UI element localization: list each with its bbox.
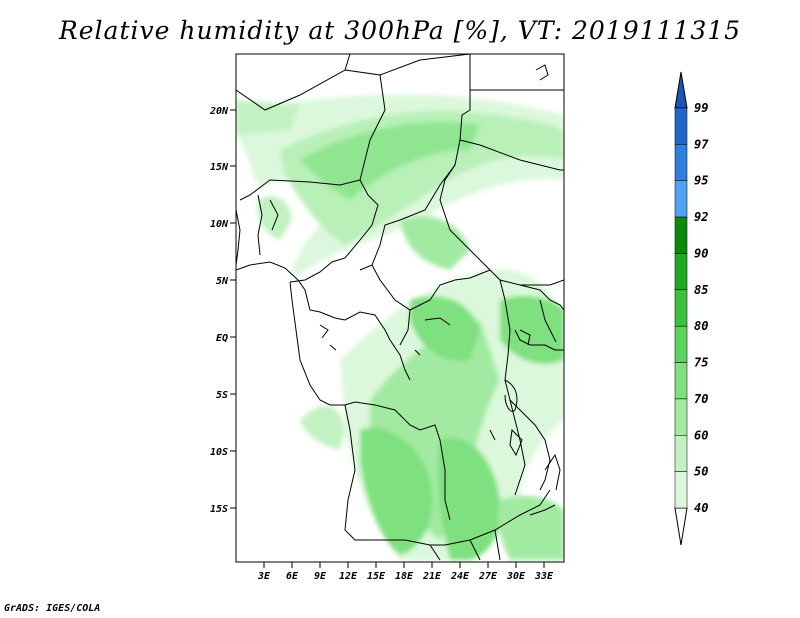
colorbar-bottom-arrow [674, 507, 688, 546]
colorbar-label: 80 [694, 319, 708, 333]
colorbar-label: 97 [694, 137, 709, 151]
lat-label: 5N [216, 276, 229, 287]
colorbar-swatch [674, 362, 688, 400]
lon-label: 3E [257, 571, 271, 582]
colorbar-swatch [674, 216, 688, 254]
colorbar-swatch [674, 435, 688, 472]
colorbar-label: 60 [694, 428, 708, 442]
latitude-axis: 20N 15N 10N 5N EQ 5S 10S 15S [209, 106, 236, 515]
lon-label: 18E [395, 571, 414, 582]
humidity-field [236, 94, 564, 560]
map-borders [236, 54, 564, 561]
colorbar-label: 90 [694, 246, 708, 260]
colorbar-label: 85 [694, 283, 708, 297]
colorbar-swatch [674, 107, 688, 145]
colorbar-swatch [674, 144, 688, 181]
colorbar-label: 40 [694, 501, 708, 515]
lon-label: 27E [478, 571, 498, 582]
lon-label: 15E [367, 571, 386, 582]
map-frame [235, 53, 565, 563]
lon-label: 21E [422, 571, 442, 582]
lon-label: 24E [450, 571, 470, 582]
border-segment [236, 54, 351, 111]
lon-label: 9E [314, 571, 327, 582]
colorbar: 99 97 95 92 90 85 80 75 70 60 50 40 [674, 71, 709, 546]
lon-label: 6E [286, 571, 299, 582]
lat-label: 15N [210, 162, 229, 173]
colorbar-label: 92 [694, 210, 708, 224]
grads-credit: GrADS: IGES/COLA [4, 603, 101, 614]
lon-label: 12E [339, 571, 358, 582]
colorbar-label: 95 [694, 174, 708, 188]
colorbar-label: 50 [694, 465, 708, 479]
lon-label: 33E [534, 571, 554, 582]
colorbar-swatch [674, 471, 688, 509]
colorbar-swatch [674, 180, 688, 218]
colorbar-top-arrow [674, 71, 688, 109]
lat-label: EQ [216, 333, 228, 344]
colorbar-swatch [674, 325, 688, 363]
lat-label: 10N [210, 219, 229, 230]
lat-label: 20N [209, 106, 229, 117]
colorbar-label: 99 [694, 101, 708, 115]
lat-label: 15S [210, 504, 228, 515]
map-title: Relative humidity at 300hPa [%], VT: 201… [58, 16, 742, 45]
colorbar-swatch [674, 398, 688, 436]
colorbar-swatch [674, 253, 688, 291]
colorbar-swatch [674, 289, 688, 327]
lon-label: 30E [506, 571, 526, 582]
longitude-axis: 3E 6E 9E 12E 15E 18E 21E 24E 27E 30E 33E [257, 562, 554, 582]
colorbar-label: 70 [694, 392, 708, 406]
lat-label: 10S [210, 447, 228, 458]
lat-label: 5S [216, 390, 228, 401]
colorbar-label: 75 [694, 356, 708, 370]
